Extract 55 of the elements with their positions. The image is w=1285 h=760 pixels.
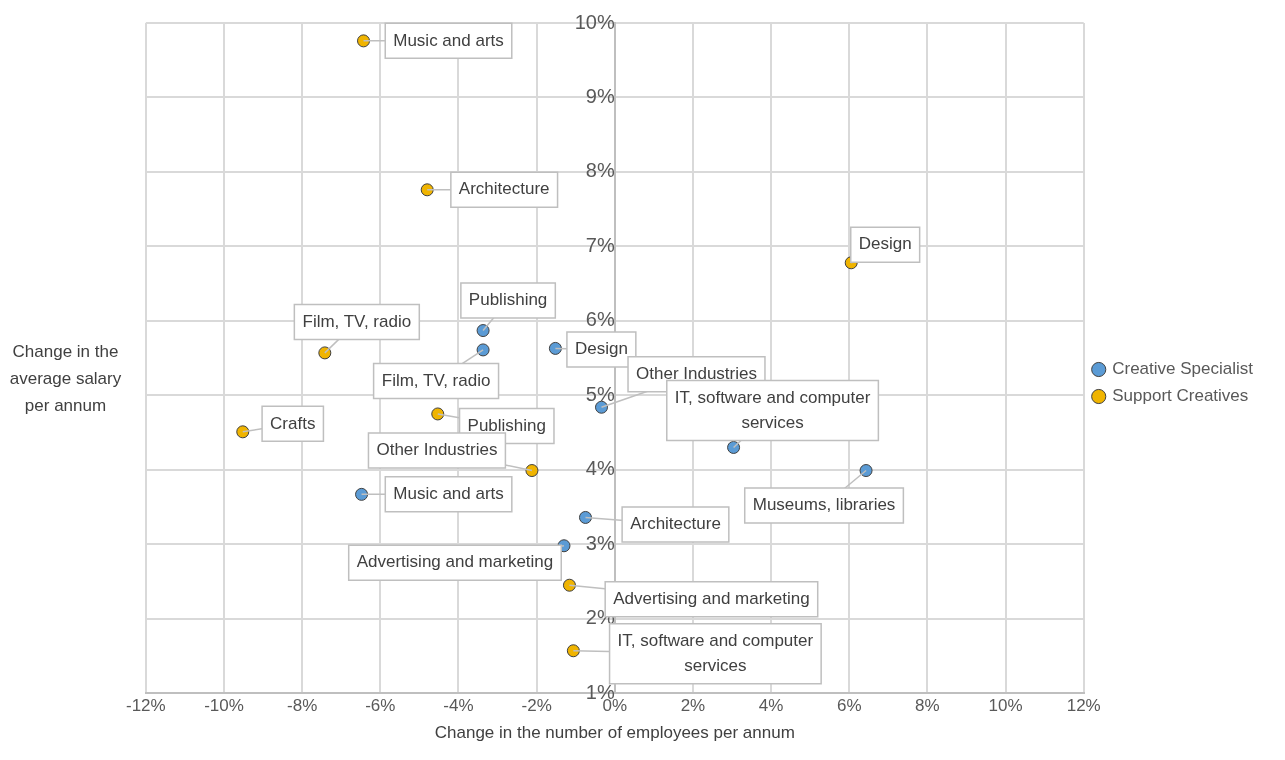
x-tick-label: 10%	[988, 696, 1023, 716]
y-tick-label: 4%	[585, 457, 615, 480]
data-label: Design	[574, 339, 628, 359]
data-label: IT, software and computer services	[674, 387, 871, 432]
data-label: Other Industries	[376, 440, 498, 460]
y-tick-label: 7%	[585, 233, 615, 256]
data-label: Architecture	[458, 179, 550, 199]
data-label: Crafts	[270, 413, 316, 433]
point	[594, 400, 608, 414]
data-label: Film, TV, radio	[302, 311, 412, 331]
y-tick-label: 10%	[574, 10, 615, 33]
x-tick-label: -6%	[365, 696, 396, 716]
point	[578, 510, 592, 524]
data-label: Publishing	[468, 290, 548, 310]
point	[476, 324, 490, 338]
x-tick-label: -4%	[443, 696, 474, 716]
x-tick-label: 4%	[758, 696, 784, 716]
x-axis-title: Change in the number of employees per annum	[434, 723, 795, 743]
point	[318, 346, 332, 360]
data-label: IT, software and computer services	[617, 630, 814, 675]
y-tick-label: 8%	[585, 159, 615, 182]
point	[859, 464, 873, 478]
point	[548, 341, 562, 355]
point	[727, 440, 741, 454]
legend-label: Creative Specialist	[1112, 359, 1254, 379]
point	[431, 407, 445, 421]
point	[236, 425, 250, 439]
x-tick-label: 8%	[915, 696, 940, 716]
x-tick-label: 2%	[680, 696, 706, 716]
x-tick-label: -12%	[126, 696, 166, 716]
y-tick-label: 6%	[585, 308, 615, 331]
point	[476, 343, 490, 357]
y-tick-label: 3%	[585, 531, 615, 554]
data-label: Advertising and marketing	[613, 588, 810, 608]
data-label: Design	[858, 234, 912, 254]
y-axis-title: Change in the average salary per annum	[8, 340, 123, 417]
data-label: Film, TV, radio	[381, 370, 491, 390]
x-tick-label: 12%	[1066, 696, 1101, 716]
data-label: Music and arts	[393, 484, 504, 504]
data-label: Publishing	[467, 415, 546, 435]
x-tick-label: -2%	[521, 696, 552, 716]
legend-label: Support Creatives	[1112, 386, 1249, 406]
data-label: Museums, libraries	[752, 495, 896, 515]
point	[525, 464, 539, 478]
x-tick-label: -8%	[287, 696, 318, 716]
y-tick-label: 9%	[585, 84, 615, 107]
x-tick-label: -10%	[204, 696, 244, 716]
y-tick-label: 5%	[585, 382, 615, 405]
data-label: Other Industries	[636, 363, 757, 383]
point	[355, 487, 369, 501]
data-label: Architecture	[630, 514, 721, 534]
data-label: Advertising and marketing	[356, 552, 554, 572]
x-tick-label: 6%	[836, 696, 862, 716]
data-label: Music and arts	[393, 30, 504, 50]
point	[562, 578, 576, 592]
